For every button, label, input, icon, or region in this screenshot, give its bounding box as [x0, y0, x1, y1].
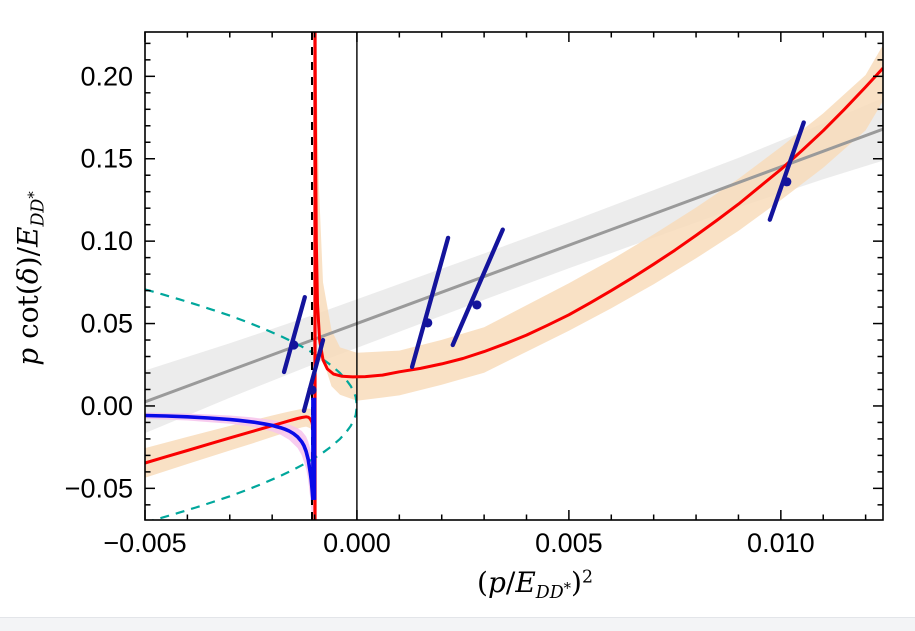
lhc-fit-right-branch: [313, 32, 883, 379]
x-tick-label: 0.010: [747, 528, 815, 558]
plot-area: [145, 32, 883, 520]
linear-ere-fit-line: [145, 127, 883, 404]
energy-level-3-segment: [409, 235, 451, 370]
y-tick-label: 0.15: [80, 144, 133, 174]
y-axis-label: p cot(δ)/EDD*: [11, 191, 49, 366]
energy-level-5-segment: [767, 120, 806, 222]
energy-level-4-point: [472, 300, 482, 310]
x-tick-label: 0.005: [535, 528, 603, 558]
y-tick-label: 0.00: [80, 391, 133, 421]
window-bottom-strip: [0, 617, 915, 631]
lhc-fit-band-left: [145, 408, 315, 520]
energy-level-5-point: [782, 177, 792, 187]
y-tick-label: 0.20: [80, 61, 133, 91]
x-tick-label: 0.000: [323, 528, 391, 558]
lhc-fit-band-right: [315, 32, 883, 401]
energy-level-2-point: [307, 385, 317, 395]
energy-level-4-segment: [450, 227, 505, 348]
x-tick-label: −0.005: [103, 528, 186, 558]
y-tick-label: −0.05: [65, 473, 133, 503]
energy-level-2-segment: [301, 337, 326, 414]
energy-level-1-segment: [281, 295, 307, 375]
bound-state-condition-lower: [149, 405, 358, 520]
energy-level-1-point: [289, 340, 299, 350]
virtual-state-condition-upper: [145, 288, 358, 407]
y-tick-label: 0.05: [80, 309, 133, 339]
bound-state-curve: [145, 413, 315, 501]
plot-frame: [144, 31, 884, 521]
y-tick-label: 0.10: [80, 226, 133, 256]
energy-level-3-point: [423, 318, 433, 328]
x-axis-label: (p/EDD*)2: [477, 566, 593, 604]
